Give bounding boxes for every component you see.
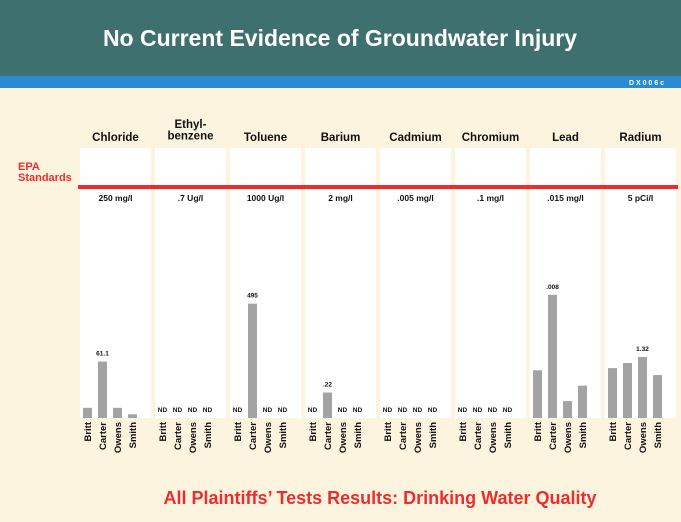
header-band [0, 0, 681, 76]
category-label: Britt [308, 421, 319, 441]
bar [578, 385, 587, 418]
value-label: ND [353, 407, 363, 414]
value-label: .22 [323, 382, 332, 389]
category-label: Carter [398, 422, 409, 450]
category-label: Owens [338, 422, 349, 453]
value-label: ND [233, 407, 243, 414]
bar [563, 401, 572, 418]
standard-label: .1 mg/l [477, 193, 504, 203]
standard-label: .005 mg/l [397, 193, 433, 203]
value-label: 61.1 [96, 351, 109, 358]
standards-label: EPA Standards [18, 161, 72, 184]
category-label: Britt [608, 421, 619, 441]
value-label: ND [338, 407, 348, 414]
value-label: ND [488, 407, 498, 414]
standard-label: 5 pCi/l [628, 193, 654, 203]
exhibit-label: D X 0 0 6 c [629, 80, 664, 87]
value-label: ND [503, 407, 513, 414]
category-label: Smith [353, 422, 364, 449]
standard-label: 2 mg/l [328, 193, 353, 203]
category-label: Carter [473, 422, 484, 450]
value-label: 495 [247, 293, 258, 300]
category-label: Smith [278, 422, 289, 449]
value-label: ND [398, 407, 408, 414]
category-label: Owens [263, 422, 274, 453]
category-label: Smith [128, 422, 139, 449]
bar [248, 303, 257, 418]
category-label: Britt [83, 421, 94, 441]
category-label: Carter [548, 422, 559, 450]
value-label: ND [158, 407, 168, 414]
category-label: Britt [533, 421, 544, 441]
bar [113, 407, 122, 418]
bar [128, 414, 137, 418]
panel [230, 148, 301, 418]
value-label: ND [428, 407, 438, 414]
category-label: Britt [233, 421, 244, 441]
panel [305, 148, 376, 418]
bar [533, 370, 542, 418]
value-label: ND [188, 407, 198, 414]
category-label: Carter [248, 422, 259, 450]
bar [548, 294, 557, 418]
category-label: Smith [578, 422, 589, 449]
panel-title: Barium [321, 132, 361, 144]
category-label: Carter [173, 422, 184, 450]
value-label: ND [173, 407, 183, 414]
bar [323, 392, 332, 418]
category-label: Britt [158, 421, 169, 441]
slide-title: No Current Evidence of Groundwater Injur… [103, 25, 577, 51]
category-label: Carter [98, 422, 109, 450]
category-label: Smith [653, 422, 664, 449]
value-label: ND [308, 407, 318, 414]
standard-label: 250 mg/l [98, 193, 132, 203]
category-label: Owens [638, 422, 649, 453]
panel [155, 148, 226, 418]
panel-title: Cadmium [389, 132, 441, 144]
value-label: ND [413, 407, 423, 414]
panel-title: Ethyl-benzene [167, 119, 213, 143]
category-label: Smith [428, 422, 439, 449]
category-label: Owens [413, 422, 424, 453]
category-label: Owens [113, 422, 124, 453]
category-label: Carter [623, 422, 634, 450]
panel-title: Lead [552, 132, 579, 144]
bar [98, 361, 107, 418]
value-label: 1.32 [636, 346, 649, 353]
standard-label: .7 Ug/l [178, 193, 204, 203]
panel-title: Chromium [462, 132, 520, 144]
value-label: ND [263, 407, 273, 414]
category-label: Owens [563, 422, 574, 453]
category-label: Smith [503, 422, 514, 449]
value-label: .008 [546, 284, 559, 291]
bar [83, 407, 92, 418]
value-label: ND [458, 407, 468, 414]
value-label: ND [278, 407, 288, 414]
category-label: Britt [383, 421, 394, 441]
bar [608, 368, 617, 418]
bar [638, 357, 647, 418]
panel-title: Radium [619, 132, 661, 144]
panel [455, 148, 526, 418]
panel-title: Chloride [92, 132, 139, 144]
category-label: Britt [458, 421, 469, 441]
category-label: Owens [488, 422, 499, 453]
panel [80, 148, 151, 418]
standard-label: .015 mg/l [547, 193, 583, 203]
category-label: Smith [203, 422, 214, 449]
panel [380, 148, 451, 418]
category-label: Owens [188, 422, 199, 453]
standard-label: 1000 Ug/l [247, 193, 284, 203]
value-label: ND [383, 407, 393, 414]
header-stripe [0, 76, 681, 88]
footer: All Plaintiffs’ Tests Results: Drinking … [163, 488, 596, 508]
bar [623, 363, 632, 418]
bar [653, 375, 662, 418]
panel-title: Toluene [244, 132, 287, 144]
category-label: Carter [323, 422, 334, 450]
value-label: ND [203, 407, 213, 414]
value-label: ND [473, 407, 483, 414]
